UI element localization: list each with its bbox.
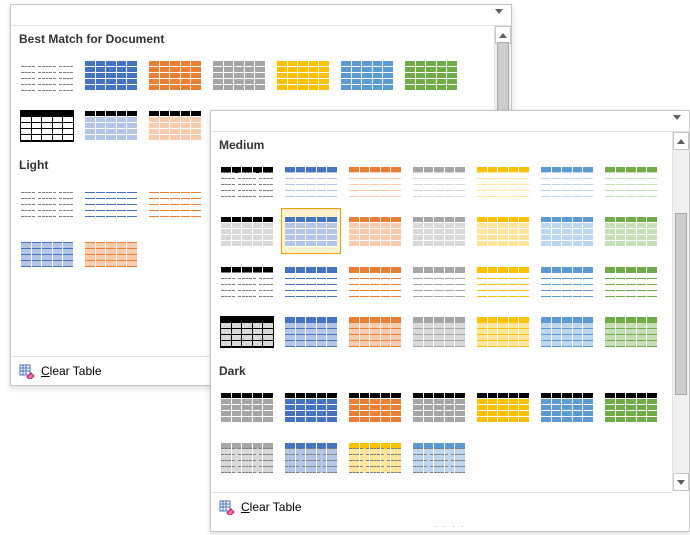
style-gallery — [211, 382, 673, 484]
table-style-thumb[interactable] — [345, 158, 405, 204]
table-style-thumb[interactable] — [81, 52, 141, 98]
table-style-thumb[interactable] — [409, 208, 469, 254]
dropdown-icon[interactable] — [673, 115, 681, 120]
table-style-thumb[interactable] — [217, 208, 277, 254]
table-style-thumb[interactable] — [81, 102, 141, 148]
scroll-track[interactable] — [673, 148, 689, 475]
table-style-thumb[interactable] — [145, 102, 205, 148]
panel-titlebar — [11, 5, 511, 26]
style-gallery — [211, 156, 673, 358]
table-style-thumb[interactable] — [601, 208, 661, 254]
table-style-thumb[interactable] — [537, 258, 597, 304]
table-style-thumb[interactable] — [145, 52, 205, 98]
table-style-thumb[interactable] — [217, 308, 277, 354]
table-style-thumb[interactable] — [409, 308, 469, 354]
table-style-thumb[interactable] — [281, 434, 341, 480]
clear-table-label: Clear Table — [241, 500, 302, 514]
table-style-thumb[interactable] — [401, 52, 461, 98]
table-style-thumb[interactable] — [217, 384, 277, 430]
table-style-thumb[interactable] — [281, 308, 341, 354]
table-style-thumb[interactable] — [145, 178, 205, 224]
table-style-thumb[interactable] — [17, 52, 77, 98]
table-style-thumb[interactable] — [17, 178, 77, 224]
clear-table-icon — [19, 363, 35, 379]
table-style-thumb[interactable] — [601, 308, 661, 354]
table-style-thumb[interactable] — [217, 158, 277, 204]
table-style-thumb[interactable] — [537, 384, 597, 430]
table-style-thumb[interactable] — [81, 228, 141, 274]
scrollbar[interactable] — [672, 132, 689, 491]
scroll-thumb[interactable] — [675, 213, 687, 395]
table-style-thumb[interactable] — [217, 258, 277, 304]
panel-footer[interactable]: Clear Table — [211, 492, 673, 521]
table-style-thumb[interactable] — [473, 158, 533, 204]
table-style-thumb[interactable] — [281, 208, 341, 254]
panel-titlebar — [211, 111, 689, 132]
section-label: Medium — [211, 132, 673, 156]
table-style-thumb[interactable] — [409, 384, 469, 430]
table-style-thumb[interactable] — [337, 52, 397, 98]
section-label: Dark — [211, 358, 673, 382]
table-style-thumb[interactable] — [473, 308, 533, 354]
scroll-down-button[interactable] — [673, 473, 689, 491]
table-styles-panel-b: Medium Dark Clear Table . . . . — [210, 110, 690, 532]
table-style-thumb[interactable] — [273, 52, 333, 98]
table-style-thumb[interactable] — [345, 258, 405, 304]
table-style-thumb[interactable] — [281, 384, 341, 430]
table-style-thumb[interactable] — [281, 158, 341, 204]
table-style-thumb[interactable] — [537, 158, 597, 204]
table-style-thumb[interactable] — [281, 258, 341, 304]
table-style-thumb[interactable] — [345, 434, 405, 480]
table-style-thumb[interactable] — [17, 102, 77, 148]
table-style-thumb[interactable] — [345, 208, 405, 254]
table-style-thumb[interactable] — [209, 52, 269, 98]
table-style-thumb[interactable] — [473, 384, 533, 430]
table-style-thumb[interactable] — [345, 384, 405, 430]
resize-grip[interactable]: . . . . — [211, 519, 689, 531]
table-style-thumb[interactable] — [81, 178, 141, 224]
table-style-thumb[interactable] — [601, 258, 661, 304]
table-style-thumb[interactable] — [409, 158, 469, 204]
table-style-thumb[interactable] — [473, 258, 533, 304]
panel-body: Medium Dark — [211, 132, 689, 484]
dropdown-icon[interactable] — [495, 9, 503, 14]
table-style-thumb[interactable] — [537, 208, 597, 254]
table-style-thumb[interactable] — [601, 158, 661, 204]
table-style-thumb[interactable] — [601, 384, 661, 430]
section-label: Best Match for Document — [11, 26, 495, 50]
table-style-thumb[interactable] — [537, 308, 597, 354]
table-style-thumb[interactable] — [345, 308, 405, 354]
table-style-thumb[interactable] — [17, 228, 77, 274]
table-style-thumb[interactable] — [217, 434, 277, 480]
clear-table-label: Clear Table — [41, 364, 102, 378]
table-style-thumb[interactable] — [409, 434, 469, 480]
table-style-thumb[interactable] — [473, 208, 533, 254]
clear-table-icon — [219, 499, 235, 515]
table-style-thumb[interactable] — [409, 258, 469, 304]
